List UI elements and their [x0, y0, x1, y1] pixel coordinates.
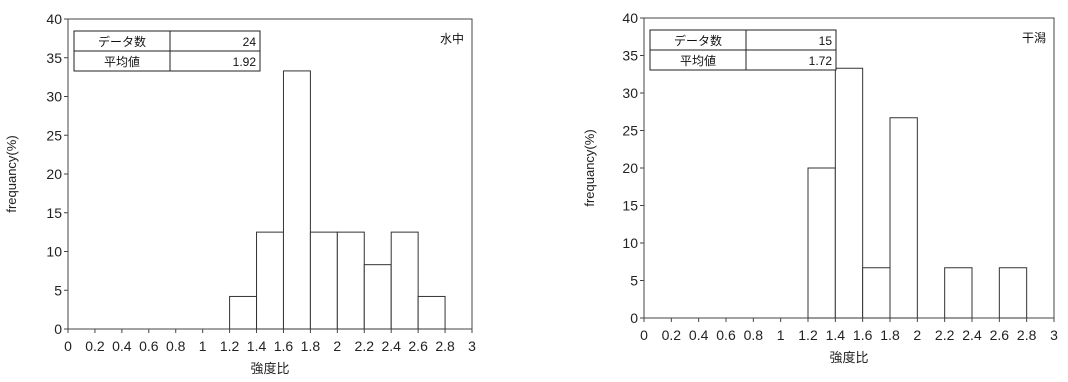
x-tick-label-10: 2	[913, 327, 921, 343]
x-tick-label-11: 2.2	[355, 338, 375, 354]
y-tick-label-7: 35	[46, 50, 62, 66]
x-tick-label-0: 0	[640, 327, 648, 343]
stats-count-value: 24	[243, 35, 257, 49]
x-tick-label-7: 1.4	[826, 327, 846, 343]
x-tick-label-2: 0.4	[689, 327, 709, 343]
x-tick-label-2: 0.4	[112, 338, 132, 354]
y-tick-label-2: 10	[46, 244, 62, 260]
x-tick-label-3: 0.6	[716, 327, 736, 343]
x-tick-label-11: 2.2	[935, 327, 955, 343]
x-tick-label-12: 2.4	[962, 327, 982, 343]
panel-label: 干潟	[1022, 31, 1046, 45]
x-tick-label-9: 1.8	[880, 327, 900, 343]
x-tick-label-8: 1.6	[274, 338, 294, 354]
y-tick-label-0: 0	[54, 321, 62, 337]
x-tick-label-7: 1.4	[247, 338, 267, 354]
stats-mean-label: 平均値	[680, 53, 716, 68]
bar-0	[807, 167, 836, 319]
bar-4	[336, 231, 365, 330]
x-tick-label-1: 0.2	[662, 327, 682, 343]
x-tick-label-13: 2.6	[408, 338, 428, 354]
bar-0	[229, 295, 258, 330]
stats-count-label: データ数	[674, 33, 722, 48]
x-tick-label-1: 0.2	[85, 338, 105, 354]
x-tick-label-14: 2.8	[1017, 327, 1037, 343]
y-tick-label-8: 40	[46, 11, 62, 27]
x-tick-label-13: 2.6	[990, 327, 1010, 343]
y-tick-label-6: 30	[622, 85, 638, 101]
y-tick-label-2: 10	[622, 235, 638, 251]
x-tick-label-12: 2.4	[381, 338, 401, 354]
bar-5	[998, 267, 1028, 319]
bar-6	[390, 231, 419, 330]
stats-count-label: データ数	[98, 34, 146, 49]
bar-3	[889, 117, 918, 319]
bar-2	[862, 267, 891, 319]
y-tick-label-1: 5	[54, 282, 62, 298]
stats-mean-label: 平均値	[104, 54, 140, 69]
x-tick-label-6: 1.2	[220, 338, 240, 354]
y-tick-label-3: 15	[46, 205, 62, 221]
x-tick-label-8: 1.6	[853, 327, 873, 343]
stats-count-value: 15	[819, 34, 833, 48]
y-tick-label-1: 5	[630, 273, 638, 289]
x-tick-label-0: 0	[64, 338, 72, 354]
y-axis-title: frequancy(%)	[582, 129, 597, 206]
x-tick-label-5: 1	[777, 327, 785, 343]
y-tick-label-7: 35	[622, 48, 638, 64]
y-tick-label-8: 40	[622, 10, 638, 26]
y-axis-title: frequancy(%)	[4, 135, 19, 212]
x-tick-label-9: 1.8	[301, 338, 321, 354]
y-tick-label-0: 0	[630, 310, 638, 326]
y-tick-label-4: 20	[46, 166, 62, 182]
bar-1	[256, 231, 284, 330]
histogram-right: 0 5 10 15 20 25 30 35 40 0 0.2 0.4 0.6 0.8 1 1.2 1.4 1.6 1…	[580, 0, 1068, 382]
panel-label: 水中	[440, 31, 464, 46]
stats-mean-value: 1.92	[233, 55, 257, 69]
histogram-left-svg: 0 5 10 15 20 25 30 35 40 0 0.2 0.4 0.6 0.8 1 1.2 1.4 1.6 1…	[4, 11, 476, 376]
x-tick-label-4: 0.8	[744, 327, 764, 343]
x-tick-label-15: 3	[468, 338, 476, 354]
bar-3	[309, 231, 338, 330]
x-tick-label-10: 2	[333, 338, 341, 354]
bar-2	[282, 70, 311, 330]
y-tick-label-3: 15	[622, 198, 638, 214]
x-tick-label-15: 3	[1050, 327, 1058, 343]
y-tick-label-6: 30	[46, 89, 62, 105]
bar-5	[363, 264, 392, 330]
y-tick-label-5: 25	[46, 127, 62, 143]
x-tick-label-14: 2.8	[435, 338, 455, 354]
x-axis-title: 強度比	[250, 361, 289, 376]
histogram-left: 0 5 10 15 20 25 30 35 40 0 0.2 0.4 0.6 0.8 1 1.2 1.4 1.6 1…	[4, 11, 476, 376]
bar-7	[417, 295, 446, 330]
stats-mean-value: 1.72	[809, 54, 833, 68]
bar-4	[944, 267, 973, 319]
x-tick-label-4: 0.8	[166, 338, 186, 354]
y-tick-label-5: 25	[622, 123, 638, 139]
bar-1	[834, 67, 864, 319]
histogram-right-svg: 0 5 10 15 20 25 30 35 40 0 0.2 0.4 0.6 0.8 1 1.2 1.4 1.6 1…	[582, 10, 1058, 365]
x-tick-label-6: 1.2	[798, 327, 818, 343]
y-tick-label-4: 20	[622, 160, 638, 176]
x-tick-label-3: 0.6	[139, 338, 159, 354]
x-axis-title: 強度比	[829, 350, 868, 365]
x-tick-label-5: 1	[199, 338, 207, 354]
